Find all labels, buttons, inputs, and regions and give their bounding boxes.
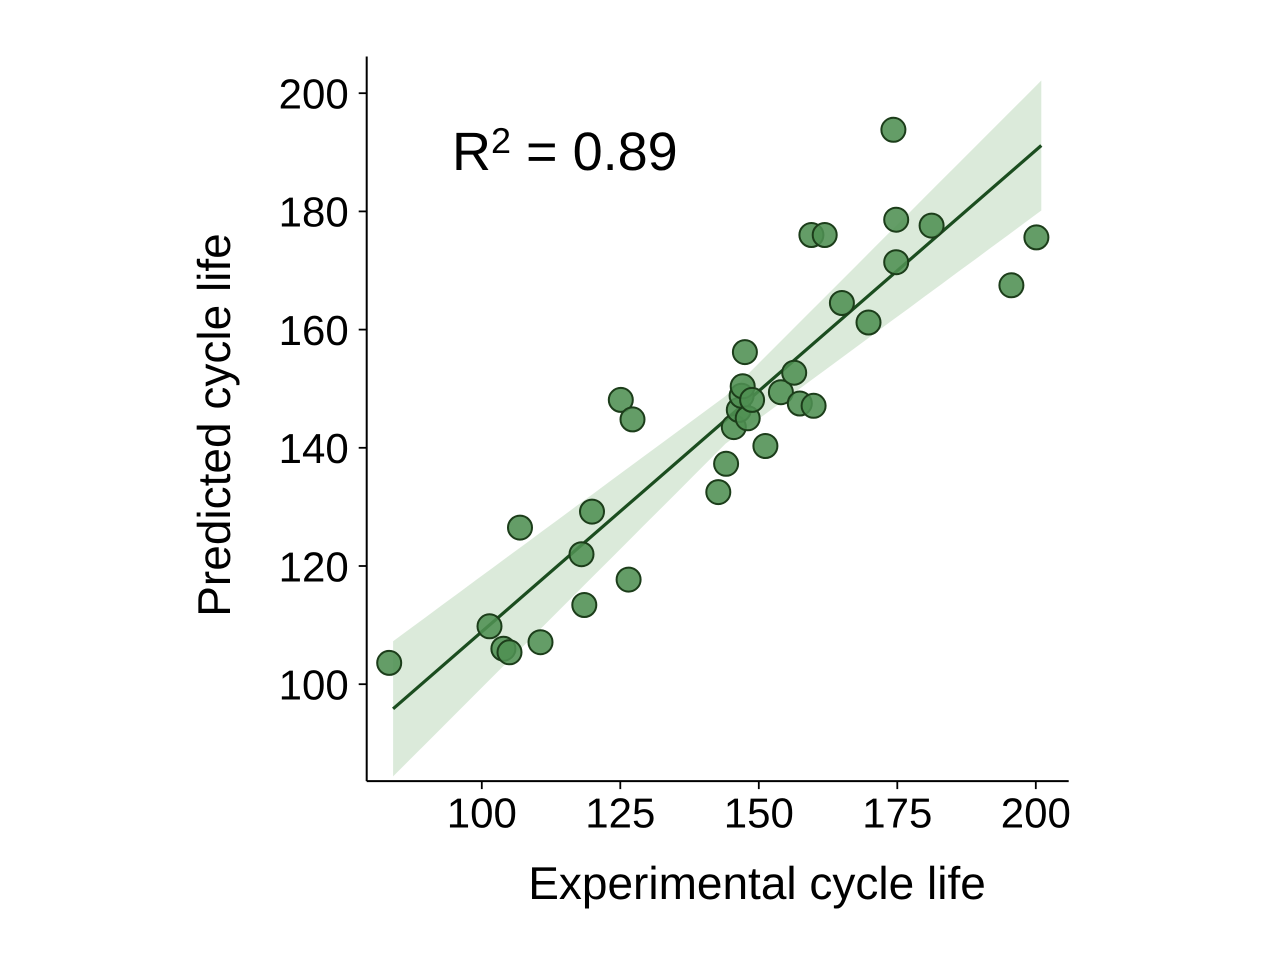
svg-text:175: 175 <box>862 789 932 836</box>
svg-text:180: 180 <box>279 189 349 236</box>
svg-text:200: 200 <box>1001 789 1071 836</box>
svg-text:160: 160 <box>279 307 349 354</box>
svg-text:Predicted cycle life: Predicted cycle life <box>188 233 240 617</box>
svg-text:Experimental cycle life: Experimental cycle life <box>528 857 986 909</box>
svg-text:140: 140 <box>279 425 349 472</box>
svg-text:150: 150 <box>724 789 794 836</box>
svg-text:120: 120 <box>279 543 349 590</box>
svg-text:R2 = 0.89: R2 = 0.89 <box>452 120 678 182</box>
svg-text:200: 200 <box>279 71 349 118</box>
svg-text:100: 100 <box>447 789 517 836</box>
svg-text:100: 100 <box>279 662 349 709</box>
svg-text:125: 125 <box>585 789 655 836</box>
